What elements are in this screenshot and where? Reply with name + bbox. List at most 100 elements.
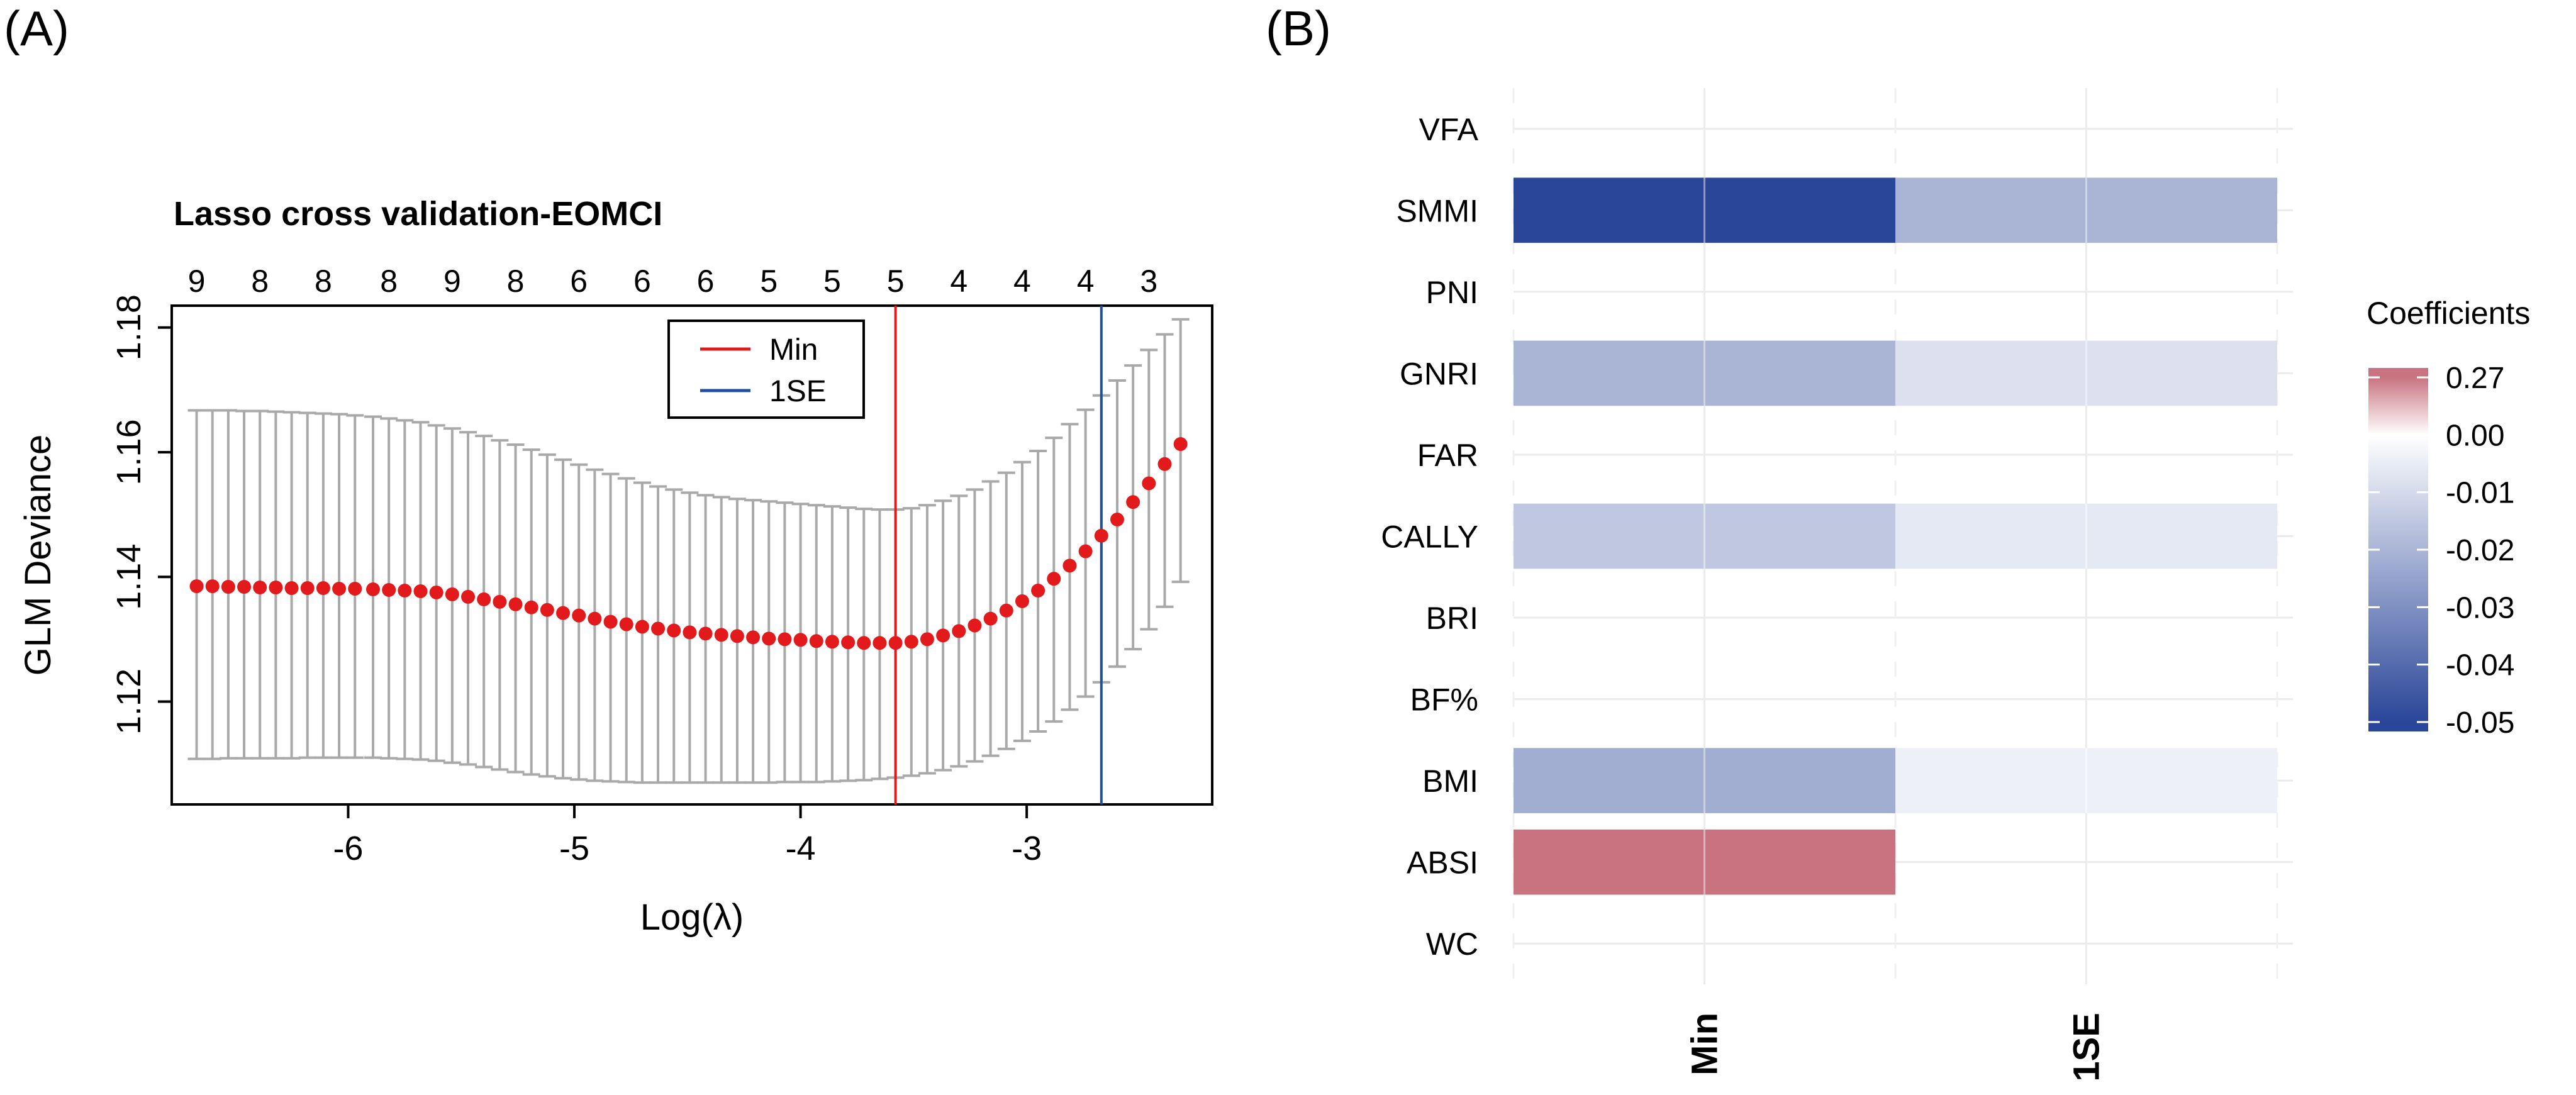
cv-point [382,583,396,598]
top-tick-label: 8 [507,264,525,299]
row-label: SMMI [1396,193,1478,228]
coefficient-heatmap-panel: VFA SMMI PNI GNRI FAR CALLY BRI BF% BMI ABSI WC Min… [1381,88,2530,1082]
heatmap-tile-bmi [1895,748,2277,813]
row-label: FAR [1417,438,1478,473]
row-label: GNRI [1400,356,1478,391]
cv-point [873,636,887,650]
x-tick-label: -5 [559,830,589,867]
heatmap-tile-smmi [1514,177,1895,243]
cv-point [1047,572,1061,586]
cv-point [237,580,252,594]
cv-point [572,608,586,623]
cv-point [189,579,204,594]
cv-point [952,624,966,638]
top-tick-label: 4 [950,264,967,299]
y-tick-label: 1.14 [110,544,148,610]
cv-point [809,634,823,648]
cv-point [556,606,571,620]
row-label: PNI [1426,275,1478,310]
heatmap-tile-cally [1514,503,1895,569]
row-label: WC [1426,926,1478,962]
top-tick-label: 6 [570,264,588,299]
cv-point [793,633,808,647]
cv-point [841,635,856,650]
cv-point [967,618,982,633]
top-tick-label: 8 [315,264,332,299]
cv-point [888,636,903,650]
legend-tick-label: -0.04 [2446,649,2514,682]
cv-point [493,594,507,609]
top-tick-label: 4 [1013,264,1031,299]
cv-point [1015,594,1029,608]
heatmap-tile-gnri [1514,340,1895,406]
y-axis-label: GLM Deviance [18,435,59,676]
cv-point [477,592,491,606]
cv-point [540,603,554,617]
legend-tick-label: -0.01 [2446,477,2514,510]
cv-point [920,632,934,647]
legend-box [667,320,865,419]
top-tick-label: 5 [887,264,905,299]
row-label: CALLY [1381,520,1478,555]
cv-point [348,582,362,596]
heatmap-tile-smmi [1895,177,2277,243]
cv-point [635,620,649,634]
cv-point [1031,584,1045,598]
cv-point [857,636,871,650]
legend-tick-label: -0.02 [2446,534,2514,567]
legend-tick-label: -0.05 [2446,706,2514,740]
top-tick-label: 5 [823,264,841,299]
cv-point [1078,544,1093,559]
plot-frame [170,304,1213,806]
cv-point [1173,437,1188,452]
x-tick-label: -3 [1012,830,1042,867]
legend-label-min: Min [769,333,818,367]
top-tick-label: 9 [188,264,206,299]
cv-point [936,628,951,643]
cv-point [445,587,459,601]
cv-point [1110,512,1124,526]
row-label: VFA [1419,112,1479,147]
column-label: Min [1685,1013,1726,1076]
legend-tick-label: -0.03 [2446,591,2514,625]
row-label: BMI [1422,764,1478,799]
y-tick-label: 1.16 [110,419,148,485]
top-tick-label: 5 [760,264,778,299]
y-tick-label: 1.18 [110,294,148,360]
cv-point [461,589,476,604]
legend-label-1se: 1SE [769,375,827,408]
top-tick-label: 9 [443,264,461,299]
top-tick-label: 8 [251,264,269,299]
top-tick-label: 6 [697,264,715,299]
cv-point [588,611,602,626]
row-label: BRI [1426,601,1478,636]
cv-point [778,632,792,647]
cv-point [983,611,998,626]
cv-point [316,581,330,596]
cv-point [253,581,267,595]
top-tick-label: 3 [1140,264,1157,299]
cv-point [221,580,235,594]
heatmap-tile-absi [1514,829,1895,895]
top-tick-label: 8 [380,264,398,299]
cv-point [366,582,381,597]
cv-point [904,635,918,649]
cv-point [651,621,666,636]
top-tick-label: 4 [1077,264,1095,299]
panel-b-label: (B) [1266,1,1331,56]
lasso-cv-panel: Lasso cross validation-EOMCI -6 -5 -4 -3 Log(… [18,195,1213,938]
cv-point [746,630,761,645]
cv-point [284,581,299,596]
cv-point [300,581,315,596]
legend-tick-label: 0.27 [2446,362,2504,395]
cv-point [683,625,697,640]
x-axis-label: Log(λ) [640,897,744,938]
heatmap-tile-cally [1895,503,2277,569]
y-tick-label: 1.12 [110,669,148,735]
cv-point [524,600,538,614]
chart-title: Lasso cross validation-EOMCI [174,195,662,233]
cv-point [698,626,713,641]
cv-point [1142,476,1156,491]
column-label: 1SE [2066,1013,2107,1082]
